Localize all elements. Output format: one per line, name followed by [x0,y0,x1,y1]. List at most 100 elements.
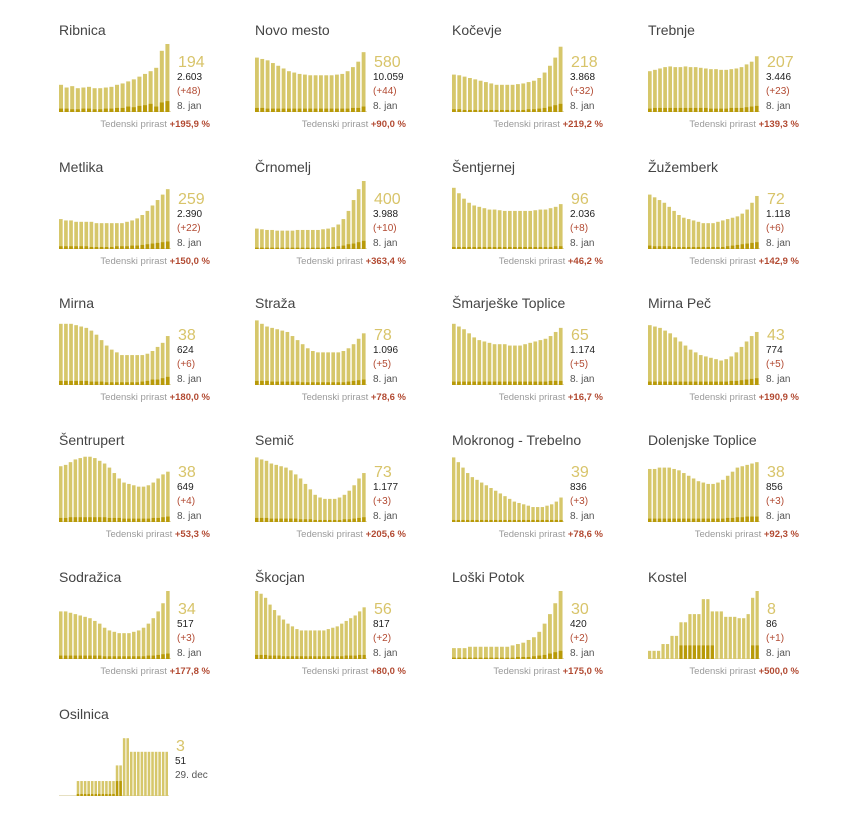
bar-total [102,627,107,659]
bar-new [754,105,759,112]
bar-total [478,80,483,112]
bar-total [734,352,739,385]
bar-total [255,57,259,112]
bar-total [739,346,744,385]
bar-new [537,655,542,659]
bar-total [351,67,355,112]
bar-total [107,467,112,522]
weekly-growth-value: +16,7 % [567,392,603,403]
bar-total [108,781,112,796]
current-active-value: 96 [571,191,589,208]
bar-total [265,229,269,249]
bar-total [98,88,103,112]
bar-total [130,220,134,249]
bar-new [64,380,68,385]
bar-new [457,109,462,112]
bar-new [497,381,502,385]
date-label: 8. jan [177,238,202,249]
bar-new [112,793,115,796]
bar-total [558,204,563,249]
weekly-growth: Tedenski prirast +78,6 % [302,392,406,404]
weekly-growth-label: Tedenski prirast [301,666,371,677]
bar-new [156,654,160,659]
bar-total [484,82,488,112]
bar-new [487,246,492,249]
bar-total [744,64,749,112]
bar-total [59,84,64,112]
bar-chart-svg [452,46,564,112]
bar-new [721,246,725,249]
bar-new [130,245,134,249]
bar-new [714,108,718,112]
bar-total [156,478,160,522]
bar-total [150,351,155,385]
bar-total [704,68,708,112]
bar-new [89,246,94,249]
bar-total [290,336,295,385]
bar-total [663,67,667,112]
municipality-panel: Mirna 38 624 (+6) 8. jan Tedenski priras… [59,295,249,420]
bar-new [456,519,461,522]
bar-total [286,623,290,659]
current-active-value: 65 [571,327,589,344]
bar-new [303,108,307,112]
bar-total [730,217,735,249]
bar-total [537,78,542,112]
bar-total [688,614,692,659]
weekly-growth-value: +180,0 % [169,392,210,403]
bar-total [542,623,547,659]
bar-total [744,341,749,385]
total-cases-value: 624 [177,345,194,356]
bar-new [725,517,730,522]
current-active-value: 56 [374,601,392,618]
bar-total [68,612,73,659]
bar-total [272,610,277,659]
total-cases-value: 51 [175,756,187,767]
weekly-growth-value: +80,0 % [370,666,406,677]
bar-total [120,223,124,249]
bar-new [298,519,303,522]
bar-new [361,379,366,385]
bar-new [98,109,103,112]
bar-new [135,382,140,385]
bar-new [735,244,740,249]
bar-new [68,517,73,522]
bar-total [674,635,679,659]
bar-total [99,340,104,385]
bar-new [107,517,112,522]
bar-total [145,210,150,249]
bar-total [531,507,535,522]
bar-total [661,644,665,659]
new-cases-value: (+6) [766,223,785,234]
bar-total [161,603,165,659]
weekly-growth: Tedenski prirast +500,0 % [689,666,799,678]
bar-total [457,648,462,659]
bar-chart [648,452,760,522]
municipality-panel: Trebnje 207 3.446 (+23) 8. jan Tedenski … [648,22,838,147]
bar-total [652,650,656,659]
bar-new [472,246,477,249]
bar-new [657,246,662,249]
bar-total [356,61,361,112]
bar-new [668,381,673,385]
bar-new [352,518,356,522]
bar-new [686,518,691,522]
bar-new [755,645,759,659]
bar-total [709,69,713,112]
bar-total [668,333,673,385]
bar-new [704,381,708,385]
bar-new [295,247,300,249]
bar-total [340,73,345,112]
bar-total [126,81,131,112]
bar-total [518,345,522,385]
bar-total [328,498,332,522]
bar-new [512,519,517,522]
bar-total [151,618,156,659]
bar-chart-svg [255,320,367,385]
bar-new [341,382,346,385]
weekly-growth-value: +177,8 % [169,666,210,677]
municipality-panel: Črnomelj 400 3.988 (+10) 8. jan Tedenski… [255,159,445,284]
bar-total [526,639,531,659]
bar-total [64,220,68,249]
bar-new [68,655,73,659]
